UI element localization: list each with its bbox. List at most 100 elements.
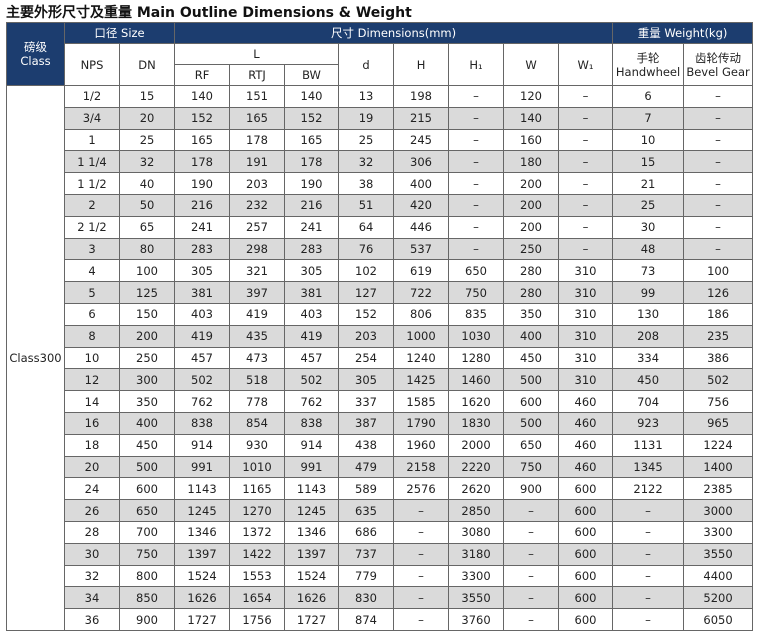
table-cell: 500 <box>118 455 176 479</box>
page-title: 主要外形尺寸及重量 Main Outline Dimensions & Weig… <box>6 5 412 21</box>
table-cell: 126 <box>683 281 754 304</box>
table-cell: 310 <box>558 324 614 348</box>
column-header: 齿轮传动 Bevel Gear <box>683 43 754 86</box>
column-header: RTJ <box>229 64 286 86</box>
table-header: 磅级 Class 口径 Size 尺寸 Dimensions(mm) 重量 Wei… <box>6 22 754 86</box>
table-cell: 600 <box>558 520 614 544</box>
table-cell: 650 <box>118 499 176 522</box>
table-cell: – <box>612 520 685 544</box>
table-cell: – <box>683 106 754 130</box>
table-cell: 38 <box>338 172 395 195</box>
table-cell: 2220 <box>448 455 505 479</box>
table-cell: 216 <box>284 193 340 217</box>
table-cell: 50 <box>118 193 176 217</box>
table-cell: – <box>448 237 505 261</box>
table-cell: 2385 <box>683 477 754 501</box>
table-cell: 2 <box>64 193 120 217</box>
header-text: 磅级 <box>24 40 47 54</box>
table-cell: – <box>558 128 614 152</box>
table-cell: 1345 <box>612 455 685 479</box>
dimension-table: 磅级 Class 口径 Size 尺寸 Dimensions(mm) 重量 Wei… <box>6 22 754 631</box>
table-cell: 1224 <box>683 433 754 457</box>
table-cell: 874 <box>338 608 395 631</box>
table-cell: 1397 <box>174 542 231 566</box>
table-cell: 215 <box>393 106 450 130</box>
table-cell: 1830 <box>448 411 505 435</box>
table-cell: 180 <box>503 150 560 174</box>
table-cell: 1397 <box>284 542 340 566</box>
table-cell: 686 <box>338 520 395 544</box>
table-cell: 502 <box>683 368 754 392</box>
table-cell: 152 <box>338 302 395 326</box>
table-cell: 854 <box>229 411 286 435</box>
table-cell: 457 <box>284 346 340 370</box>
table-cell: 3080 <box>448 520 505 544</box>
table-cell: – <box>503 542 560 566</box>
table-cell: 387 <box>338 411 395 435</box>
table-cell: 965 <box>683 411 754 435</box>
table-cell: – <box>612 586 685 610</box>
table-cell: 25 <box>338 128 395 152</box>
table-cell: 32 <box>338 150 395 174</box>
table-cell: 208 <box>612 324 685 348</box>
table-cell: 518 <box>229 368 286 392</box>
table-cell: 750 <box>503 455 560 479</box>
table-cell: 65 <box>118 215 176 239</box>
table-cell: 1143 <box>284 477 340 501</box>
table-cell: 200 <box>503 215 560 239</box>
table-cell: 140 <box>284 85 340 108</box>
table-cell: 337 <box>338 390 395 413</box>
table-cell: 73 <box>612 259 685 283</box>
table-row: 34 850 1626 1654 1626 830–3550–600–5200 <box>7 586 754 610</box>
table-cell: 4400 <box>683 564 754 588</box>
table-cell: 7 <box>612 106 685 130</box>
table-row: 8 200 419 435 419 203 1000 1030 400 310 208 235 <box>7 324 754 348</box>
table-cell: 130 <box>612 302 685 326</box>
table-cell: – <box>393 520 450 544</box>
table-row: 10 250 457 473 457 254 1240 1280 450 310 334 386 <box>7 346 754 370</box>
table-row: 2 1/2 65 241 257 241 64 446–200–30– <box>7 215 754 239</box>
table-cell: 600 <box>558 586 614 610</box>
table-cell: 2620 <box>448 477 505 501</box>
table-cell: 635 <box>338 499 395 522</box>
table-cell: 419 <box>174 324 231 348</box>
table-cell: 800 <box>118 564 176 588</box>
table-cell: – <box>558 150 614 174</box>
table-cell: – <box>393 608 450 631</box>
table-cell: 216 <box>174 193 231 217</box>
table-cell: 838 <box>174 411 231 435</box>
table-cell: 200 <box>503 172 560 195</box>
table-cell: 923 <box>612 411 685 435</box>
table-cell: 298 <box>229 237 286 261</box>
table-cell: 178 <box>229 128 286 152</box>
table-cell: 150 <box>118 302 176 326</box>
table-cell: 203 <box>229 172 286 195</box>
table-cell: – <box>503 499 560 522</box>
class-cell: Class300 <box>6 85 65 631</box>
table-cell: 235 <box>683 324 754 348</box>
table-cell: 30 <box>612 215 685 239</box>
table-cell: 650 <box>503 433 560 457</box>
table-cell: 1620 <box>448 390 505 413</box>
table-cell: 310 <box>558 302 614 326</box>
table-cell: 1756 <box>229 608 286 631</box>
table-cell: 1 1/4 <box>64 150 120 174</box>
table-cell: – <box>503 564 560 588</box>
table-cell: 64 <box>338 215 395 239</box>
table-cell: 1 1/2 <box>64 172 120 195</box>
table-cell: 1727 <box>284 608 340 631</box>
table-cell: 1143 <box>174 477 231 501</box>
table-cell: – <box>393 564 450 588</box>
table-cell: 191 <box>229 150 286 174</box>
table-cell: 1280 <box>448 346 505 370</box>
table-row: 2 50 216 232 216 51 420–200–25– <box>7 193 754 217</box>
table-cell: 232 <box>229 193 286 217</box>
table-cell: 32 <box>64 564 120 588</box>
table-cell: 152 <box>284 106 340 130</box>
table-row: 3 80 283 298 283 76 537–250–48– <box>7 237 754 261</box>
table-cell: 397 <box>229 281 286 304</box>
table-cell: 750 <box>448 281 505 304</box>
table-cell: 10 <box>612 128 685 152</box>
table-cell: 502 <box>174 368 231 392</box>
table-cell: 1372 <box>229 520 286 544</box>
